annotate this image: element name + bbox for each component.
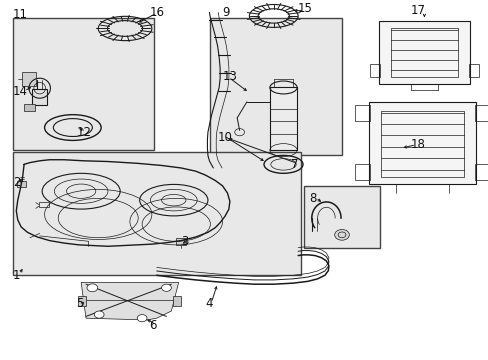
Bar [468, 64, 478, 77]
Text: 4: 4 [205, 297, 213, 310]
Bar [304, 186, 379, 248]
Bar [474, 105, 488, 121]
Bar [32, 89, 47, 105]
Text: 9: 9 [222, 6, 229, 19]
Text: 3: 3 [181, 235, 188, 248]
Text: 14: 14 [13, 85, 28, 98]
Bar [173, 296, 181, 306]
Bar [354, 105, 369, 121]
Bar [369, 64, 379, 77]
Bar [78, 296, 85, 306]
Bar [354, 165, 369, 180]
Bar [17, 181, 26, 187]
Text: 15: 15 [298, 2, 312, 15]
Text: 7: 7 [290, 158, 298, 171]
Bar [13, 152, 300, 275]
Text: 17: 17 [409, 4, 425, 17]
Bar [474, 165, 488, 180]
Bar [390, 28, 457, 77]
Text: 2: 2 [13, 176, 20, 189]
Circle shape [334, 229, 348, 240]
Circle shape [87, 284, 98, 292]
Bar [378, 21, 469, 84]
Bar [368, 102, 475, 184]
Text: 13: 13 [222, 70, 237, 83]
Text: 5: 5 [76, 297, 83, 310]
Bar [39, 202, 49, 207]
Circle shape [161, 284, 171, 291]
Circle shape [137, 315, 147, 322]
Bar [21, 72, 36, 86]
Bar [13, 18, 154, 150]
Bar [380, 111, 463, 177]
Text: 6: 6 [149, 319, 157, 332]
Bar [24, 104, 35, 111]
Text: 10: 10 [217, 131, 232, 144]
Text: 16: 16 [149, 6, 164, 19]
Text: 18: 18 [409, 138, 424, 151]
Bar [210, 18, 341, 156]
Bar [269, 87, 297, 150]
Polygon shape [81, 282, 178, 320]
Circle shape [94, 311, 104, 318]
Text: 1: 1 [13, 269, 20, 282]
Text: 12: 12 [76, 126, 91, 139]
Text: 11: 11 [13, 8, 28, 21]
Bar [176, 238, 185, 245]
Text: 8: 8 [309, 192, 316, 205]
